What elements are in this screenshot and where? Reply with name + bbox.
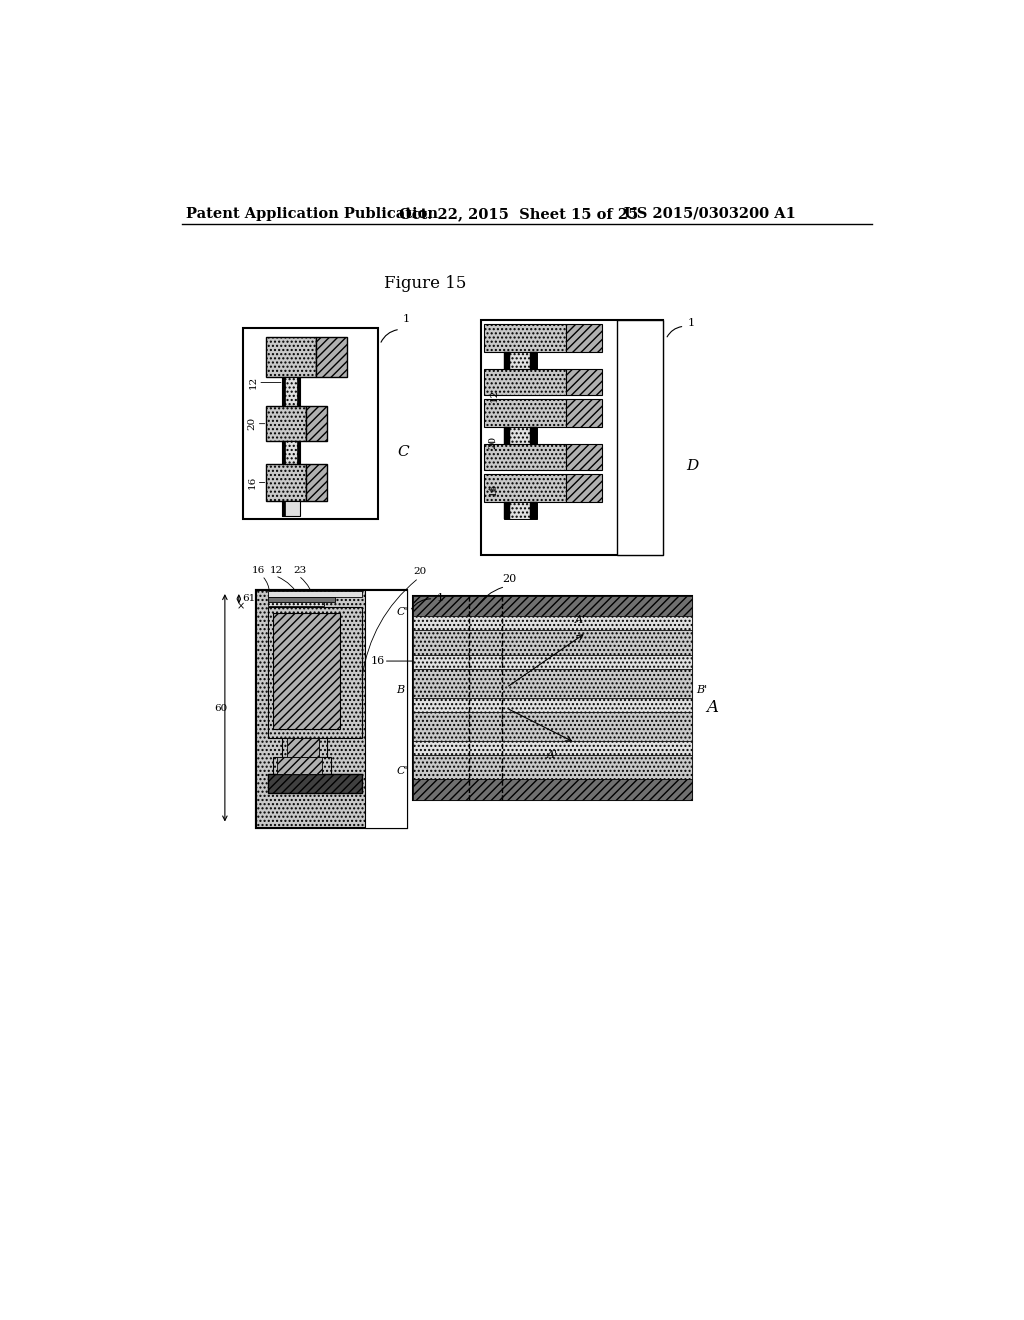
- Bar: [414, 655, 692, 669]
- Bar: [266, 337, 316, 378]
- Bar: [268, 774, 361, 793]
- Text: Oct. 22, 2015  Sheet 15 of 25: Oct. 22, 2015 Sheet 15 of 25: [399, 207, 639, 220]
- Bar: [278, 756, 323, 774]
- Bar: [283, 441, 300, 465]
- Text: 1: 1: [436, 593, 443, 603]
- Text: 12: 12: [270, 566, 283, 574]
- Bar: [268, 597, 336, 602]
- Text: A: A: [707, 700, 718, 717]
- Bar: [414, 755, 692, 779]
- Text: A': A': [575, 615, 586, 626]
- Bar: [530, 502, 537, 519]
- Bar: [283, 502, 286, 516]
- Text: C': C': [396, 766, 408, 776]
- Text: C': C': [396, 607, 408, 616]
- Bar: [565, 323, 602, 352]
- Bar: [283, 441, 286, 465]
- Bar: [414, 631, 692, 655]
- Text: 20: 20: [488, 436, 498, 449]
- Text: 23: 23: [293, 566, 306, 574]
- Text: B': B': [696, 685, 708, 694]
- Bar: [414, 595, 692, 800]
- Bar: [530, 426, 537, 445]
- Bar: [305, 465, 327, 502]
- Bar: [504, 502, 511, 519]
- Bar: [256, 590, 407, 829]
- Bar: [504, 426, 511, 445]
- Text: 61: 61: [243, 594, 256, 603]
- Bar: [414, 595, 692, 616]
- Bar: [365, 590, 407, 829]
- Bar: [266, 407, 305, 441]
- Bar: [484, 323, 565, 352]
- Text: 20: 20: [503, 574, 517, 583]
- Bar: [287, 738, 319, 756]
- Bar: [414, 669, 692, 698]
- Bar: [565, 474, 602, 502]
- Bar: [297, 378, 300, 407]
- Text: 16: 16: [371, 656, 385, 667]
- Text: 60: 60: [214, 705, 227, 713]
- Bar: [480, 321, 663, 554]
- Text: 16: 16: [488, 483, 498, 496]
- Text: D: D: [686, 459, 698, 473]
- Text: 1: 1: [403, 314, 411, 323]
- Bar: [414, 616, 692, 631]
- Bar: [268, 602, 325, 606]
- Bar: [268, 591, 361, 598]
- Bar: [504, 352, 537, 370]
- Text: 16: 16: [252, 566, 265, 574]
- Text: US 2015/0303200 A1: US 2015/0303200 A1: [624, 207, 796, 220]
- Bar: [268, 607, 361, 738]
- Bar: [414, 779, 692, 800]
- Bar: [283, 502, 300, 516]
- Bar: [256, 590, 407, 829]
- Text: 12: 12: [489, 388, 499, 401]
- Bar: [283, 378, 286, 407]
- Bar: [504, 426, 537, 445]
- Bar: [484, 399, 565, 426]
- Bar: [282, 738, 327, 756]
- Bar: [504, 352, 511, 370]
- Bar: [484, 445, 565, 470]
- Bar: [414, 711, 692, 741]
- Bar: [414, 698, 692, 711]
- Text: 20: 20: [248, 417, 256, 430]
- Bar: [283, 378, 300, 407]
- Bar: [565, 370, 602, 395]
- Bar: [565, 399, 602, 426]
- Text: B: B: [396, 685, 404, 694]
- Bar: [530, 352, 537, 370]
- Bar: [504, 502, 537, 519]
- Text: A': A': [547, 750, 558, 760]
- Text: 12: 12: [249, 376, 258, 389]
- Text: Figure 15: Figure 15: [384, 275, 466, 292]
- Bar: [484, 474, 565, 502]
- Text: 16: 16: [248, 477, 256, 490]
- Bar: [266, 465, 305, 502]
- Text: ×: ×: [237, 602, 245, 611]
- Bar: [484, 370, 565, 395]
- Text: 20: 20: [414, 568, 426, 577]
- Bar: [617, 321, 663, 554]
- Text: 1: 1: [687, 318, 694, 329]
- Text: C: C: [397, 445, 410, 459]
- Bar: [316, 337, 347, 378]
- Bar: [297, 441, 300, 465]
- Bar: [414, 741, 692, 755]
- Text: Patent Application Publication: Patent Application Publication: [186, 207, 438, 220]
- Bar: [243, 327, 378, 519]
- Bar: [272, 612, 340, 729]
- Bar: [565, 445, 602, 470]
- Bar: [272, 756, 331, 774]
- Bar: [305, 407, 327, 441]
